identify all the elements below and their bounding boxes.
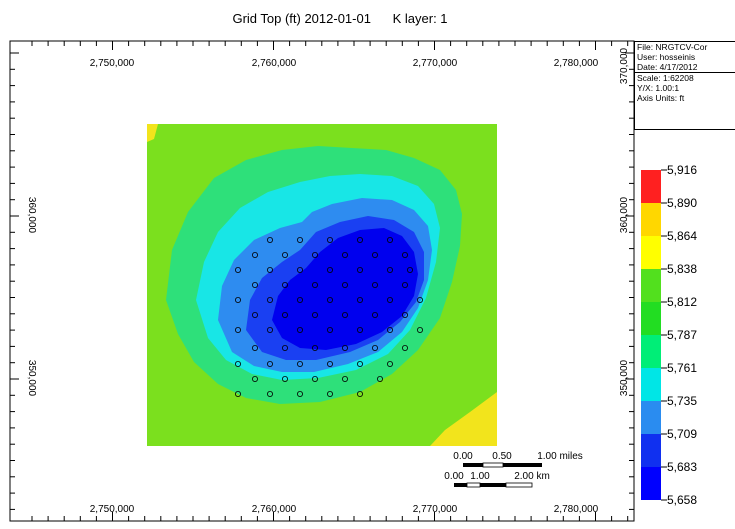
scale-bar-seg bbox=[503, 463, 542, 467]
legend-swatch bbox=[641, 467, 661, 500]
scale-bar-seg bbox=[454, 483, 467, 487]
info-yx: Y/X: 1.00:1 bbox=[635, 83, 735, 93]
color-legend: 5,916 5,890 5,864 5,838 5,812 5,787 5,761 5,735… bbox=[641, 163, 697, 507]
legend-swatch bbox=[641, 269, 661, 302]
x-tick-label-bottom: 2,750,000 bbox=[90, 504, 135, 515]
scale-km-1: 1.00 bbox=[470, 471, 490, 482]
info-date: Date: 4/17/2012 bbox=[635, 62, 735, 72]
legend-value: 5,916 bbox=[667, 163, 697, 177]
x-tick-label-bottom: 2,760,000 bbox=[252, 504, 297, 515]
scale-bar-seg bbox=[463, 463, 483, 467]
legend-value: 5,735 bbox=[667, 394, 697, 408]
scale-bar-seg bbox=[467, 483, 480, 487]
x-tick-label-bottom: 2,770,000 bbox=[413, 504, 458, 515]
y-tick-label-right: 350,000 bbox=[619, 359, 630, 396]
y-tick-label-right: 370,000 bbox=[619, 47, 630, 84]
legend-value: 5,683 bbox=[667, 460, 697, 474]
legend-value: 5,761 bbox=[667, 361, 697, 375]
legend-value: 5,864 bbox=[667, 229, 697, 243]
x-tick-label-top: 2,760,000 bbox=[252, 58, 297, 69]
scale-bar-seg bbox=[483, 463, 503, 467]
info-scale: Scale: 1:62208 bbox=[635, 72, 735, 83]
scale-km-0: 0.00 bbox=[444, 471, 464, 482]
legend-swatch bbox=[641, 236, 661, 269]
scale-mile-1: 1.00 miles bbox=[537, 451, 583, 462]
legend-value: 5,709 bbox=[667, 427, 697, 441]
legend-swatch bbox=[641, 368, 661, 401]
x-tick-label-top: 2,780,000 bbox=[554, 58, 599, 69]
legend-swatch bbox=[641, 335, 661, 368]
legend-value: 5,787 bbox=[667, 328, 697, 342]
scale-bar-seg bbox=[506, 483, 532, 487]
legend-swatch bbox=[641, 302, 661, 335]
grid-surface bbox=[147, 124, 497, 446]
scale-bar-seg bbox=[480, 483, 506, 487]
legend-swatch bbox=[641, 401, 661, 434]
x-tick-label-top: 2,750,000 bbox=[90, 58, 135, 69]
info-box: File: NRGTCV-Cor User: hosseinis Date: 4… bbox=[634, 41, 735, 130]
x-tick-label-top: 2,770,000 bbox=[413, 58, 458, 69]
info-units: Axis Units: ft bbox=[635, 93, 735, 103]
x-tick-label-bottom: 2,780,000 bbox=[554, 504, 599, 515]
scale-mile-0: 0.00 bbox=[453, 451, 473, 462]
legend-swatch bbox=[641, 434, 661, 467]
scale-km-2: 2.00 km bbox=[514, 471, 550, 482]
scale-mile-half: 0.50 bbox=[492, 451, 512, 462]
y-tick-label-right: 360,000 bbox=[619, 196, 630, 233]
info-file: File: NRGTCV-Cor bbox=[635, 42, 735, 52]
info-user: User: hosseinis bbox=[635, 52, 735, 62]
legend-value: 5,658 bbox=[667, 493, 697, 507]
legend-value: 5,890 bbox=[667, 196, 697, 210]
legend-swatch bbox=[641, 170, 661, 203]
y-tick-label-left: 350,000 bbox=[26, 360, 37, 397]
y-tick-label-left: 360,000 bbox=[26, 197, 37, 234]
legend-value: 5,838 bbox=[667, 262, 697, 276]
legend-swatch bbox=[641, 203, 661, 236]
legend-value: 5,812 bbox=[667, 295, 697, 309]
